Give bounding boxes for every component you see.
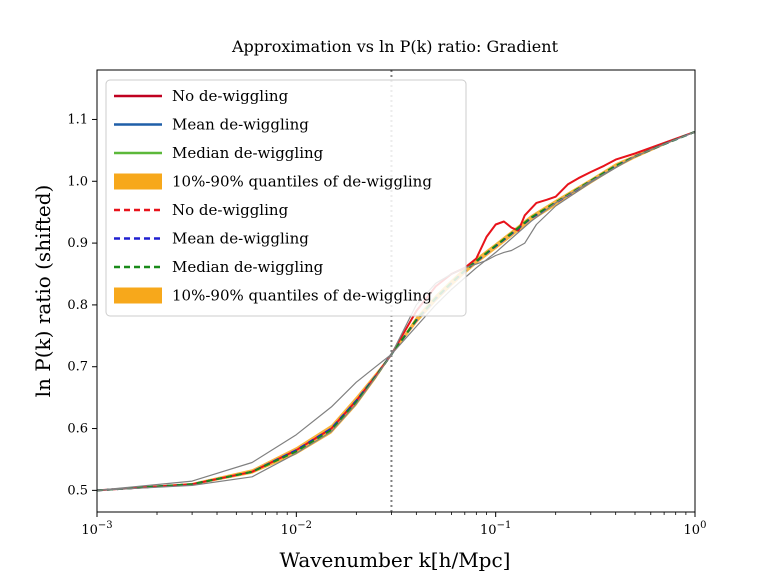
x-tick-label-1: 10−2	[281, 520, 312, 538]
legend-label-2: Median de-wiggling	[172, 144, 324, 162]
legend-swatch-3	[114, 173, 162, 190]
legend-label-0: No de-wiggling	[172, 87, 289, 105]
legend: No de-wiggling Mean de-wiggling Median de-…	[105, 79, 467, 317]
legend-label-1: Mean de-wiggling	[172, 116, 309, 134]
y-tick-label-3: 0.8	[67, 298, 88, 313]
y-tick-label-5: 1.0	[67, 174, 88, 189]
y-tick-label-4: 0.9	[67, 236, 88, 251]
legend-label-4: No de-wiggling	[172, 201, 289, 219]
x-tick-label-3: 100	[684, 520, 707, 538]
legend-label-6: Median de-wiggling	[172, 258, 324, 276]
plot-frame	[96, 69, 696, 513]
y-tick-label-0: 0.5	[67, 483, 88, 498]
y-tick-label-6: 1.1	[67, 112, 88, 127]
x-tick-label-0: 10−3	[81, 520, 112, 538]
x-tick-label-2: 10−1	[480, 520, 511, 538]
legend-label-5: Mean de-wiggling	[172, 230, 309, 248]
series-line-4	[97, 131, 695, 491]
legend-label-7: 10%-90% quantiles of de-wiggling	[172, 287, 432, 305]
y-axis-label: ln P(k) ratio (shifted)	[31, 185, 55, 398]
legend-label-3: 10%-90% quantiles of de-wiggling	[172, 173, 432, 191]
chart-title: Approximation vs ln P(k) ratio: Gradient	[231, 37, 559, 56]
legend-box	[105, 79, 467, 317]
x-axis-label: Wavenumber k[h/Mpc]	[280, 548, 511, 572]
series-line-0	[97, 130, 695, 492]
y-tick-label-2: 0.7	[67, 360, 88, 375]
y-tick-label-1: 0.6	[67, 422, 88, 437]
legend-swatch-7	[114, 287, 162, 304]
